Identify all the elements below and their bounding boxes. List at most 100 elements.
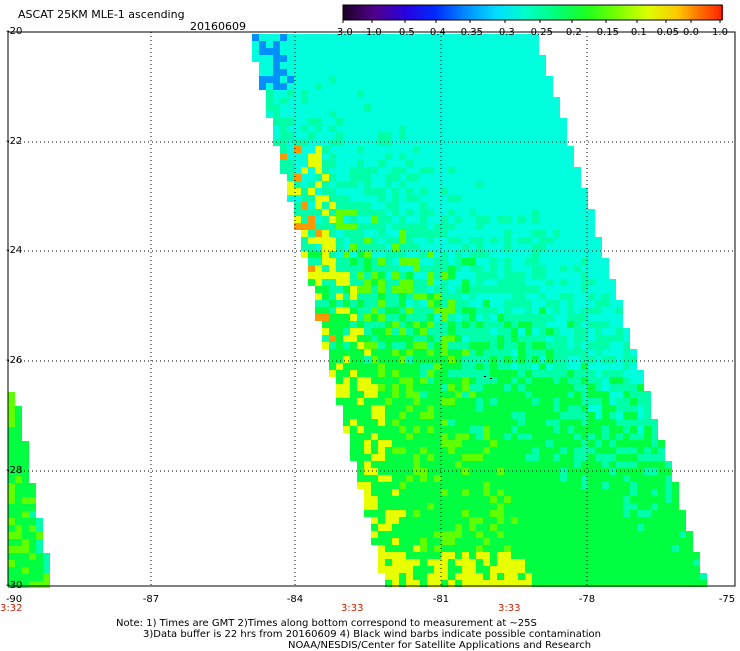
swath-pixel (413, 209, 420, 216)
swath-pixel (448, 433, 455, 440)
swath-pixel (560, 167, 567, 174)
swath-pixel (357, 349, 364, 356)
swath-pixel (483, 223, 490, 230)
swath-pixel (623, 370, 630, 377)
colorbar-segment (439, 5, 441, 20)
swath-pixel (469, 517, 476, 524)
swath-pixel (371, 97, 378, 104)
swath-pixel (329, 293, 336, 300)
swath-pixel (371, 356, 378, 363)
swath-pixel (476, 230, 483, 237)
swath-pixel (490, 384, 497, 391)
swath-pixel (546, 405, 553, 412)
swath-pixel (315, 62, 322, 69)
swath-pixel (658, 545, 665, 552)
swath-pixel (574, 447, 581, 454)
swath-pixel (371, 475, 378, 482)
swath-pixel (399, 209, 406, 216)
swath-pixel (588, 503, 595, 510)
swath-pixel (399, 83, 406, 90)
swath-pixel (609, 356, 616, 363)
swath-pixel (266, 104, 273, 111)
swath-pixel (497, 349, 504, 356)
swath-pixel (490, 265, 497, 272)
colorbar-segment (643, 5, 645, 20)
swath-pixel (322, 279, 329, 286)
swath-pixel (553, 279, 560, 286)
swath-pixel (371, 307, 378, 314)
swath-pixel (490, 321, 497, 328)
swath-pixel (43, 581, 50, 588)
swath-pixel (511, 230, 518, 237)
swath-pixel (266, 90, 273, 97)
swath-pixel (497, 97, 504, 104)
swath-pixel (392, 272, 399, 279)
swath-pixel (385, 223, 392, 230)
swath-pixel (427, 573, 434, 580)
swath-pixel (357, 244, 364, 251)
swath-pixel (8, 413, 15, 420)
swath-pixel (420, 167, 427, 174)
swath-pixel (588, 440, 595, 447)
swath-pixel (406, 517, 413, 524)
swath-pixel (329, 125, 336, 132)
colorbar-segment (585, 5, 587, 20)
swath-pixel (378, 447, 385, 454)
swath-pixel (462, 454, 469, 461)
swath-pixel (560, 265, 567, 272)
swath-pixel (427, 307, 434, 314)
swath-pixel (483, 167, 490, 174)
swath-pixel (602, 335, 609, 342)
swath-pixel (448, 272, 455, 279)
swath-pixel (539, 440, 546, 447)
swath-pixel (357, 118, 364, 125)
swath-pixel (469, 391, 476, 398)
swath-pixel (441, 356, 448, 363)
swath-pixel (483, 328, 490, 335)
swath-pixel (385, 307, 392, 314)
swath-pixel (532, 482, 539, 489)
swath-pixel (693, 573, 700, 580)
swath-pixel (581, 398, 588, 405)
swath-pixel (357, 398, 364, 405)
swath-pixel (343, 251, 350, 258)
swath-pixel (567, 580, 574, 587)
swath-pixel (371, 83, 378, 90)
swath-pixel (322, 188, 329, 195)
swath-pixel (336, 181, 343, 188)
swath-pixel (567, 496, 574, 503)
swath-pixel (336, 314, 343, 321)
swath-pixel (385, 419, 392, 426)
swath-pixel (539, 160, 546, 167)
swath-pixel (595, 398, 602, 405)
swath-pixel (518, 244, 525, 251)
swath-pixel (413, 440, 420, 447)
swath-pixel (532, 377, 539, 384)
swath-pixel (525, 307, 532, 314)
swath-pixel (602, 258, 609, 265)
swath-pixel (560, 454, 567, 461)
swath-pixel (518, 76, 525, 83)
swath-pixel (504, 167, 511, 174)
swath-pixel (497, 34, 504, 41)
swath-pixel (329, 69, 336, 76)
swath-pixel (329, 244, 336, 251)
latitude-label: -30 (6, 580, 23, 591)
swath-pixel (294, 188, 301, 195)
swath-pixel (357, 363, 364, 370)
swath-pixel (322, 258, 329, 265)
swath-pixel (322, 265, 329, 272)
swath-pixel (504, 377, 511, 384)
swath-pixel (392, 188, 399, 195)
swath-pixel (602, 454, 609, 461)
swath-pixel (455, 272, 462, 279)
swath-pixel (504, 139, 511, 146)
swath-pixel (490, 90, 497, 97)
swath-pixel (371, 104, 378, 111)
swath-pixel (511, 349, 518, 356)
swath-pixel (343, 384, 350, 391)
swath-pixel (518, 531, 525, 538)
swath-pixel (595, 328, 602, 335)
swath-pixel (469, 167, 476, 174)
swath-pixel (413, 398, 420, 405)
